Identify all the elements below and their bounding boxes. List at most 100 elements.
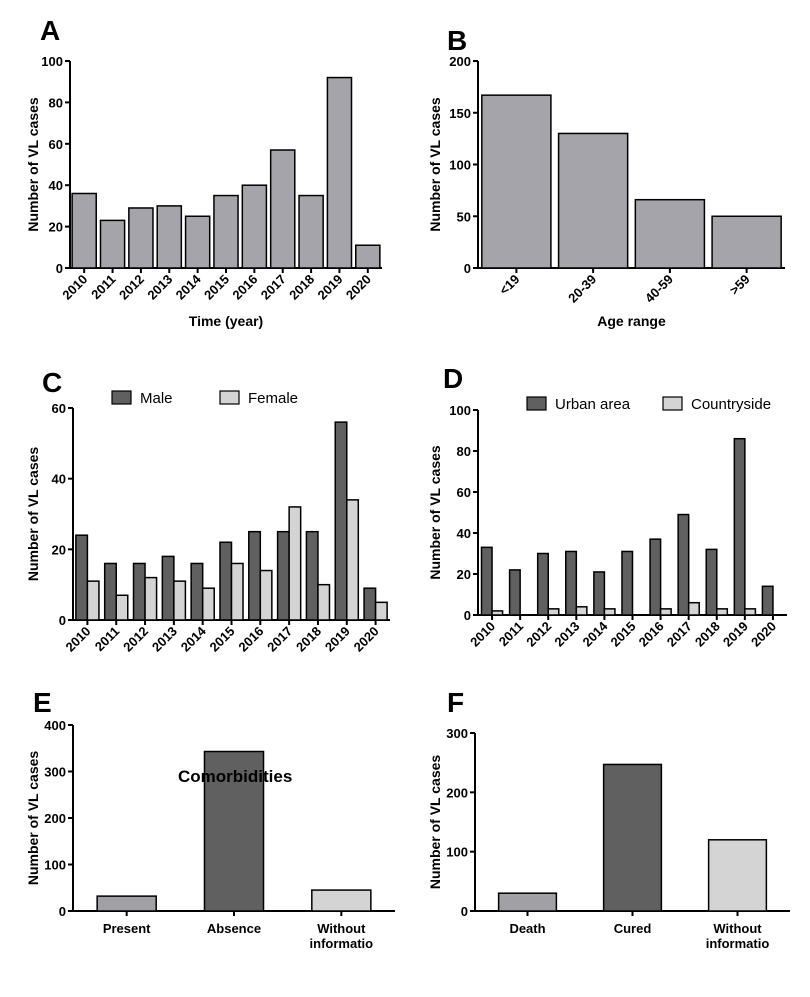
y-axis-label: Number of VL cases — [427, 445, 443, 580]
x-tick-label: 2011 — [496, 619, 527, 650]
x-tick-label: 2019 — [315, 272, 346, 303]
x-tick-label: 2015 — [207, 624, 238, 655]
y-tick-label: 60 — [52, 401, 66, 416]
x-tick-label: 2020 — [748, 619, 779, 650]
bar — [508, 569, 521, 616]
y-tick-label: 200 — [449, 54, 471, 69]
bar — [184, 215, 211, 269]
x-axis-label: Time (year) — [189, 313, 263, 329]
y-tick-label: 0 — [59, 613, 66, 628]
y-tick-label: 20 — [52, 542, 66, 557]
y-tick-label: 0 — [464, 261, 471, 276]
bar — [132, 562, 146, 621]
y-tick-label: 20 — [49, 220, 63, 235]
bar — [144, 576, 158, 621]
x-tick-label: 2011 — [88, 272, 119, 303]
bar — [346, 499, 360, 621]
x-tick-label: 2017 — [258, 272, 289, 303]
x-tick-label: 2018 — [293, 624, 324, 655]
bar — [565, 550, 578, 616]
x-tick-label: Without informatio — [310, 921, 374, 951]
bar — [355, 244, 381, 269]
bar — [86, 580, 100, 621]
x-tick-label: 20-39 — [565, 272, 599, 306]
bar — [326, 76, 353, 269]
y-tick-label: 100 — [449, 403, 471, 418]
bar — [305, 530, 319, 621]
x-tick-label: 2020 — [351, 624, 382, 655]
bar — [230, 562, 244, 621]
legend-label: Urban area — [555, 396, 631, 413]
x-tick-label: 2010 — [467, 619, 498, 650]
x-tick-label: <19 — [496, 272, 522, 298]
y-tick-label: 60 — [457, 485, 471, 500]
bar — [99, 219, 126, 269]
bar — [687, 601, 700, 616]
panel-letter: E — [33, 687, 52, 718]
x-tick-label: Cured — [614, 921, 652, 936]
y-tick-label: 200 — [446, 785, 468, 800]
bar — [716, 608, 729, 616]
x-tick-label: 2012 — [116, 272, 147, 303]
bar — [203, 750, 265, 912]
x-tick-label: 2014 — [579, 618, 611, 650]
bar — [707, 839, 768, 912]
label-line: Without — [713, 921, 762, 936]
bar — [593, 571, 606, 616]
bar — [733, 437, 746, 616]
y-tick-label: 0 — [464, 608, 471, 623]
y-tick-label: 40 — [457, 526, 471, 541]
bar — [156, 205, 183, 269]
panel-letter: F — [447, 687, 464, 718]
y-tick-label: 100 — [41, 54, 63, 69]
x-tick-label: 2014 — [178, 623, 210, 655]
bar — [711, 215, 782, 269]
x-tick-label: 2015 — [608, 619, 639, 650]
x-tick-label: 2014 — [173, 271, 205, 303]
bar — [602, 763, 663, 912]
bar — [621, 550, 634, 616]
legend-label: Male — [140, 390, 173, 407]
bar — [71, 192, 97, 269]
y-tick-label: 40 — [52, 472, 66, 487]
y-axis-label: Number of VL cases — [25, 751, 41, 886]
y-tick-label: 50 — [457, 209, 471, 224]
y-axis-label: Number of VL cases — [427, 97, 443, 232]
chart-title: Comorbidities — [178, 767, 292, 786]
bar — [276, 530, 290, 621]
x-tick-label: Without informatio — [706, 921, 770, 951]
bar — [269, 149, 296, 269]
x-tick-label: 2017 — [264, 624, 295, 655]
bar — [259, 569, 273, 621]
x-tick-label: Absence — [207, 921, 261, 936]
x-tick-label: 2015 — [201, 272, 232, 303]
bar — [481, 94, 552, 269]
y-tick-label: 80 — [49, 95, 63, 110]
x-tick-label: 40-59 — [642, 272, 676, 306]
bar — [219, 541, 233, 621]
x-tick-label: 2016 — [636, 619, 667, 650]
y-tick-label: 400 — [44, 718, 66, 733]
x-tick-label: >59 — [727, 272, 753, 298]
bar — [128, 207, 154, 269]
legend-swatch — [526, 396, 547, 411]
y-tick-label: 0 — [56, 261, 63, 276]
x-tick-label: Present — [103, 921, 151, 936]
legend-swatch — [111, 390, 132, 405]
bar — [557, 132, 629, 269]
x-tick-label: 2019 — [720, 619, 751, 650]
x-axis-label: Age range — [597, 313, 666, 329]
label-line: Without — [317, 921, 366, 936]
y-tick-label: 100 — [446, 845, 468, 860]
bar — [634, 198, 706, 269]
bar — [213, 194, 239, 269]
panel-letter: D — [443, 363, 463, 394]
bar — [705, 548, 718, 616]
bar — [161, 555, 175, 621]
bar — [173, 580, 187, 621]
x-tick-label: 2010 — [59, 272, 90, 303]
